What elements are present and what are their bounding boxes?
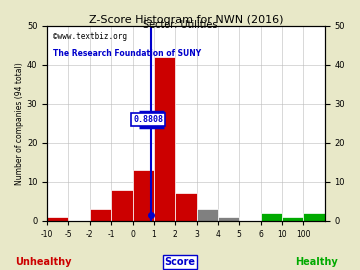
- Bar: [282, 217, 303, 221]
- Text: Unhealthy: Unhealthy: [15, 256, 71, 266]
- Text: 0.8808: 0.8808: [133, 115, 163, 124]
- Bar: [303, 213, 325, 221]
- Bar: [132, 170, 154, 221]
- Text: Score: Score: [165, 256, 195, 266]
- Bar: [111, 190, 132, 221]
- Bar: [261, 213, 282, 221]
- Bar: [175, 194, 197, 221]
- Y-axis label: Number of companies (94 total): Number of companies (94 total): [15, 62, 24, 185]
- Text: ©www.textbiz.org: ©www.textbiz.org: [53, 32, 127, 40]
- Bar: [90, 209, 111, 221]
- Text: The Research Foundation of SUNY: The Research Foundation of SUNY: [53, 49, 201, 58]
- Bar: [154, 57, 175, 221]
- Text: Sector: Utilities: Sector: Utilities: [143, 20, 217, 30]
- Bar: [197, 209, 218, 221]
- Bar: [47, 217, 68, 221]
- Title: Z-Score Histogram for NWN (2016): Z-Score Histogram for NWN (2016): [89, 15, 283, 25]
- Bar: [218, 217, 239, 221]
- Text: Healthy: Healthy: [296, 256, 338, 266]
